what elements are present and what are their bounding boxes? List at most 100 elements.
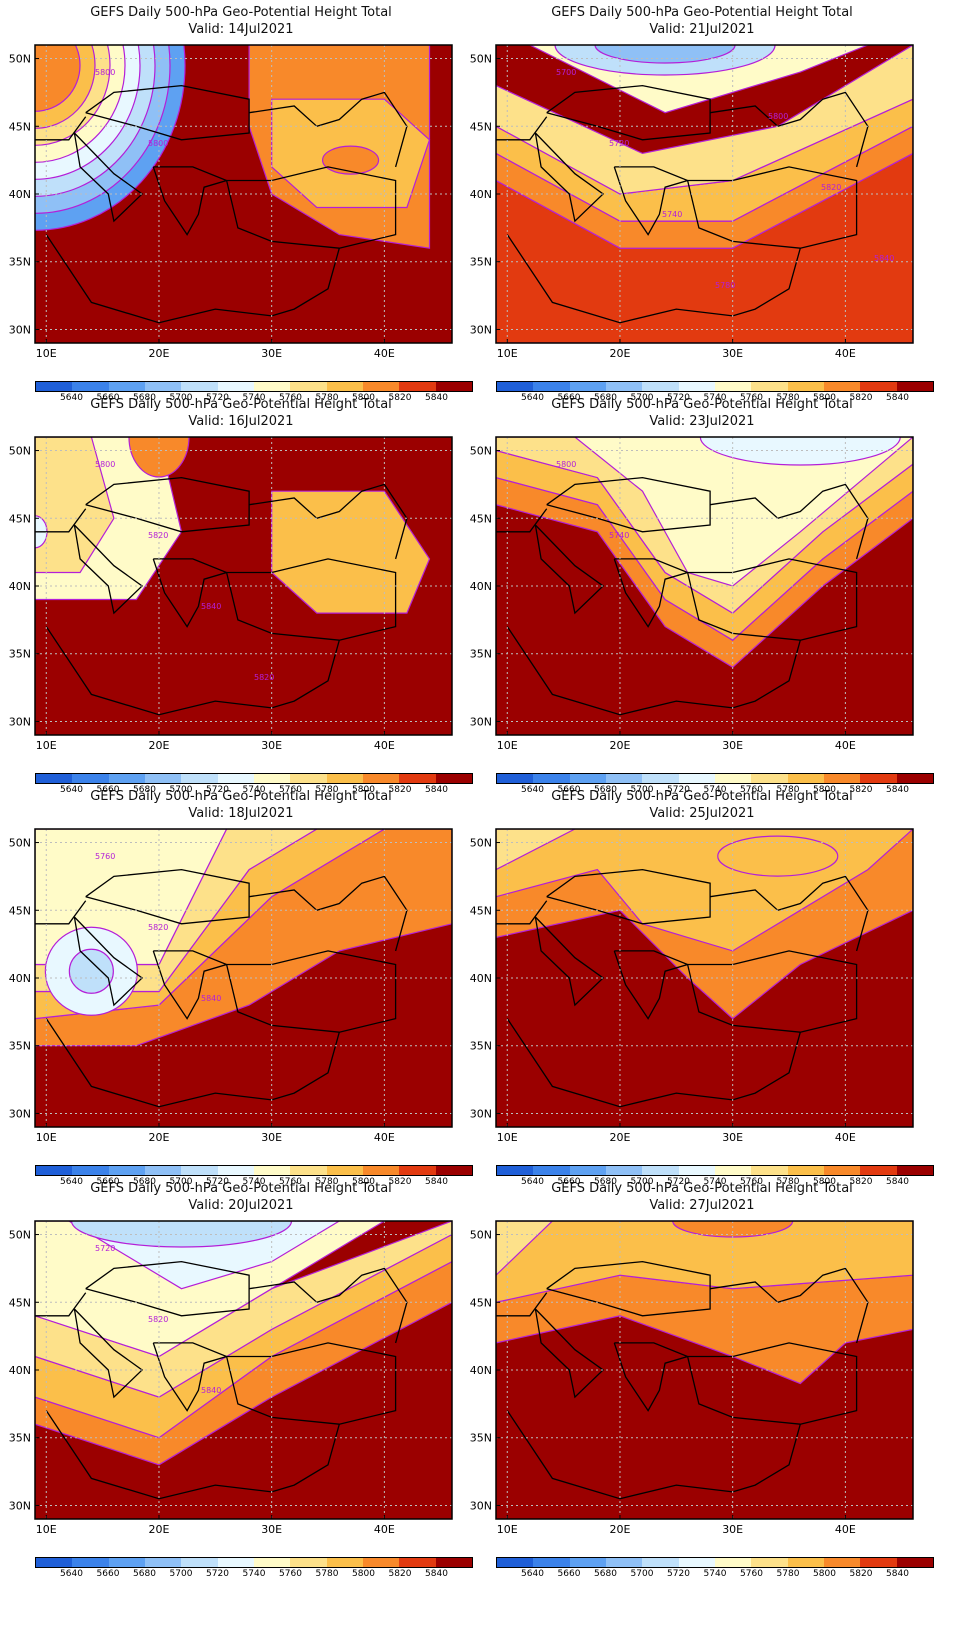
- contour-label: 5840: [201, 602, 221, 611]
- map-panel: GEFS Daily 500-hPa Geo-Potential Height …: [461, 392, 943, 802]
- contour-label: 5840: [201, 1386, 221, 1395]
- coastline: [534, 132, 605, 223]
- colorbar-label: 5700: [169, 1177, 193, 1187]
- map-plot: 5800 5740 50N 45N 40N 35N 30N 10E 20E 30E 40E: [470, 436, 914, 752]
- colorbar-label: 5680: [133, 1569, 156, 1579]
- colorbar-swatch: [362, 382, 400, 391]
- lon-tick-label: 40E: [835, 347, 856, 360]
- colorbar-swatch: [569, 382, 606, 391]
- lat-tick-label: 45N: [470, 512, 492, 525]
- coastline: [225, 1342, 397, 1425]
- colorbar-swatch: [714, 774, 752, 783]
- colorbar-label: 5660: [557, 785, 581, 795]
- lat-tick-label: 45N: [470, 1296, 492, 1309]
- colorbar-swatch: [144, 1558, 182, 1567]
- lat-tick-label: 30N: [470, 715, 492, 728]
- colorbar-label: 5700: [630, 1569, 654, 1579]
- contour-label: 5700: [556, 68, 576, 77]
- contour-label: 5800: [148, 139, 168, 148]
- colorbar-label: 5760: [279, 393, 302, 403]
- colorbar-label: 5640: [60, 785, 83, 795]
- lon-tick-label: 20E: [148, 1131, 169, 1144]
- panel-title: GEFS Daily 500-hPa Geo-Potential Height …: [90, 5, 392, 20]
- colorbar-label: 5740: [703, 785, 727, 795]
- low-5700: [594, 45, 736, 64]
- colorbar-swatch: [253, 382, 291, 391]
- colorbar-swatch: [435, 774, 472, 783]
- colorbar-label: 5740: [242, 1177, 266, 1187]
- coastline: [45, 1410, 340, 1500]
- coastline: [686, 950, 858, 1033]
- colorbar-label: 5820: [388, 785, 412, 795]
- colorbar-swatch: [290, 1166, 327, 1175]
- coastline: [546, 84, 711, 141]
- coastline: [686, 166, 858, 249]
- contour-label: 5820: [254, 673, 274, 682]
- lat-tick-label: 50N: [470, 445, 492, 458]
- colorbar-swatch: [36, 774, 73, 783]
- coastline: [85, 84, 250, 141]
- colorbar-label: 5740: [242, 785, 266, 795]
- colorbar-label: 5640: [521, 1177, 544, 1187]
- lat-tick-label: 35N: [470, 256, 492, 269]
- contour-label: 5800: [556, 460, 576, 469]
- panel-valid-date: Valid: 18Jul2021: [188, 806, 294, 821]
- coastline: [249, 875, 408, 952]
- lat-tick-label: 50N: [470, 53, 492, 66]
- colorbar-label: 5700: [630, 393, 654, 403]
- lon-tick-label: 30E: [261, 347, 282, 360]
- coastline: [35, 116, 87, 141]
- lon-tick-label: 40E: [374, 739, 395, 752]
- colorbar-swatch: [326, 1166, 363, 1175]
- colorbar-swatch: [362, 774, 400, 783]
- coastline: [546, 868, 711, 925]
- colorbar-label: 5640: [60, 1569, 83, 1579]
- band-5780: [35, 437, 115, 574]
- colorbar-label: 5680: [594, 1177, 617, 1187]
- colorbar-label: 5800: [813, 785, 836, 795]
- colorbar-label: 5840: [425, 1569, 448, 1579]
- coastline: [710, 1267, 869, 1344]
- coastline: [152, 166, 229, 236]
- colorbar-swatch: [714, 1166, 752, 1175]
- coastline: [73, 1308, 144, 1399]
- lon-tick-label: 30E: [722, 1131, 743, 1144]
- colorbar-swatch: [642, 382, 679, 391]
- lat-tick-label: 50N: [9, 837, 31, 850]
- colorbar-swatch: [751, 382, 788, 391]
- colorbar-swatch: [290, 382, 327, 391]
- colorbar-swatch: [533, 774, 570, 783]
- colorbar-label: 5780: [315, 1569, 339, 1579]
- colorbar-swatch: [36, 1558, 73, 1567]
- lat-tick-label: 45N: [9, 1296, 31, 1309]
- panel-valid-date: Valid: 20Jul2021: [188, 1198, 294, 1213]
- colorbar-label: 5640: [521, 393, 544, 403]
- coastline: [496, 116, 548, 141]
- colorbar-label: 5780: [315, 785, 339, 795]
- band-5760: [35, 1221, 386, 1358]
- colorbar-label: 5760: [740, 1177, 763, 1187]
- colorbar-label: 5780: [315, 1177, 339, 1187]
- lon-tick-label: 40E: [374, 1523, 395, 1536]
- colorbar-swatch: [860, 1558, 897, 1567]
- colorbar-swatch: [36, 382, 73, 391]
- colorbar-label: 5760: [740, 785, 763, 795]
- colorbar-label: 5820: [388, 1177, 412, 1187]
- lon-tick-label: 40E: [374, 347, 395, 360]
- colorbar-swatch: [823, 382, 861, 391]
- lon-tick-label: 40E: [835, 739, 856, 752]
- colorbar-label: 5820: [849, 393, 873, 403]
- colorbar-swatch: [399, 1166, 436, 1175]
- colorbar-swatch: [108, 1558, 145, 1567]
- colorbar-swatch: [751, 774, 788, 783]
- coastline: [35, 1292, 87, 1317]
- colorbar-swatch: [108, 774, 145, 783]
- colorbar-swatch: [860, 382, 897, 391]
- coastline: [534, 524, 605, 615]
- colorbar-label: 5840: [886, 1569, 909, 1579]
- colorbar-label: 5800: [813, 393, 836, 403]
- coastline: [85, 868, 250, 925]
- colorbar-label: 5820: [388, 1569, 412, 1579]
- colorbar-swatch: [435, 382, 472, 391]
- colorbar-label: 5680: [594, 1569, 617, 1579]
